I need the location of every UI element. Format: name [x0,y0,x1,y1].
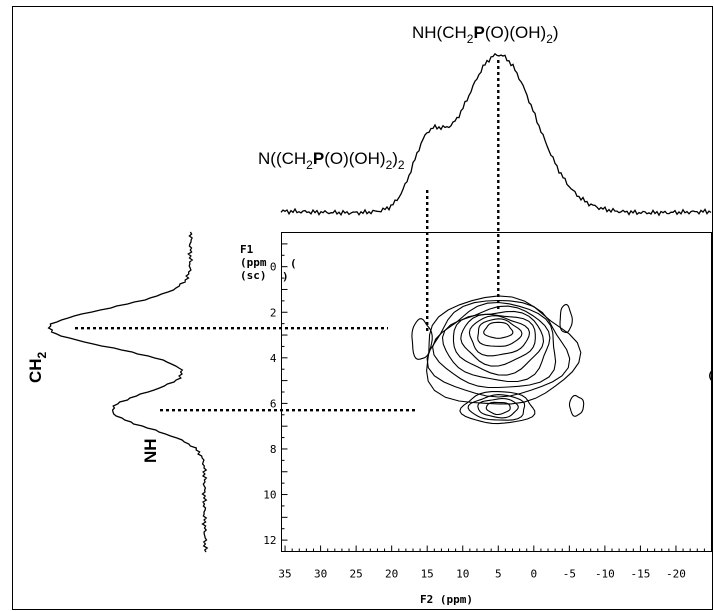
side-peak-label-ch2: CH2 [26,351,49,383]
contour-secondary-3 [467,394,526,421]
f2-tick-label-5: 10 [456,568,469,581]
contour-secondary-1 [485,401,511,416]
stray-mark-1: ( [290,257,297,270]
f1-tick-label-0: 0 [270,261,277,274]
f2-tick-label-8: -5 [563,568,576,581]
side-projection-trace [47,231,209,553]
f2-tick-label-10: -15 [630,568,650,581]
top-projection [280,52,712,217]
f1-tick-label-1: 2 [270,306,277,319]
contour-level-5 [452,310,545,376]
f2-tick-label-4: 15 [421,568,434,581]
f2-tick-label-6: 5 [495,568,502,581]
f2-tick-label-11: -20 [666,568,686,581]
top-peak-label-1: N((CH2P(O)(OH)2)2 [258,149,405,172]
f1-tick-label-5: 10 [263,489,276,502]
contour-level-4 [460,313,536,367]
f1-axis-label-2: (ppm [240,256,267,269]
f2-tick-label-9: -10 [595,568,615,581]
guide-lines [75,60,500,412]
stray-mark-3: ( [707,369,714,382]
figure-frame [12,6,713,610]
stray-mark-2: ) [282,270,289,283]
f1-tick-label-6: 12 [263,534,276,547]
contour-level-3 [468,315,531,357]
f1-tick-label-4: 8 [270,443,277,456]
top-projection-trace [280,52,712,217]
f2-tick-label-0: 35 [278,568,291,581]
contour-plot [411,295,585,425]
side-projection [47,231,209,553]
f2-axis-label: F2 (ppm) [420,593,473,606]
f1-axis-label-3: (sc) [240,269,267,282]
f1-axis: 0 2 4 6 8 10 12 [263,243,288,547]
contour-secondary-2 [477,397,519,419]
f2-tick-label-7: 0 [531,568,538,581]
side-peak-label-nh: NH [141,438,160,463]
f2-axis: 35 30 25 20 15 10 5 0 -5 -10 -15 -20 [278,545,705,581]
contour-right-upper-lobe [559,303,573,334]
f2-tick-label-3: 20 [385,568,398,581]
f2-tick-label-2: 25 [350,568,363,581]
f1-axis-label-1: F1 [240,243,254,256]
contour-level-1 [483,321,514,339]
f1-tick-label-2: 4 [270,352,277,365]
contour-right-lobe [568,394,585,417]
contour-level-6 [441,305,551,383]
contour-level-2 [477,318,523,347]
f2-tick-label-1: 30 [314,568,327,581]
top-peak-label-2: NH(CH2P(O)(OH)2) [412,23,559,46]
f1-tick-label-3: 6 [270,397,277,410]
contour-secondary-4 [459,391,536,425]
